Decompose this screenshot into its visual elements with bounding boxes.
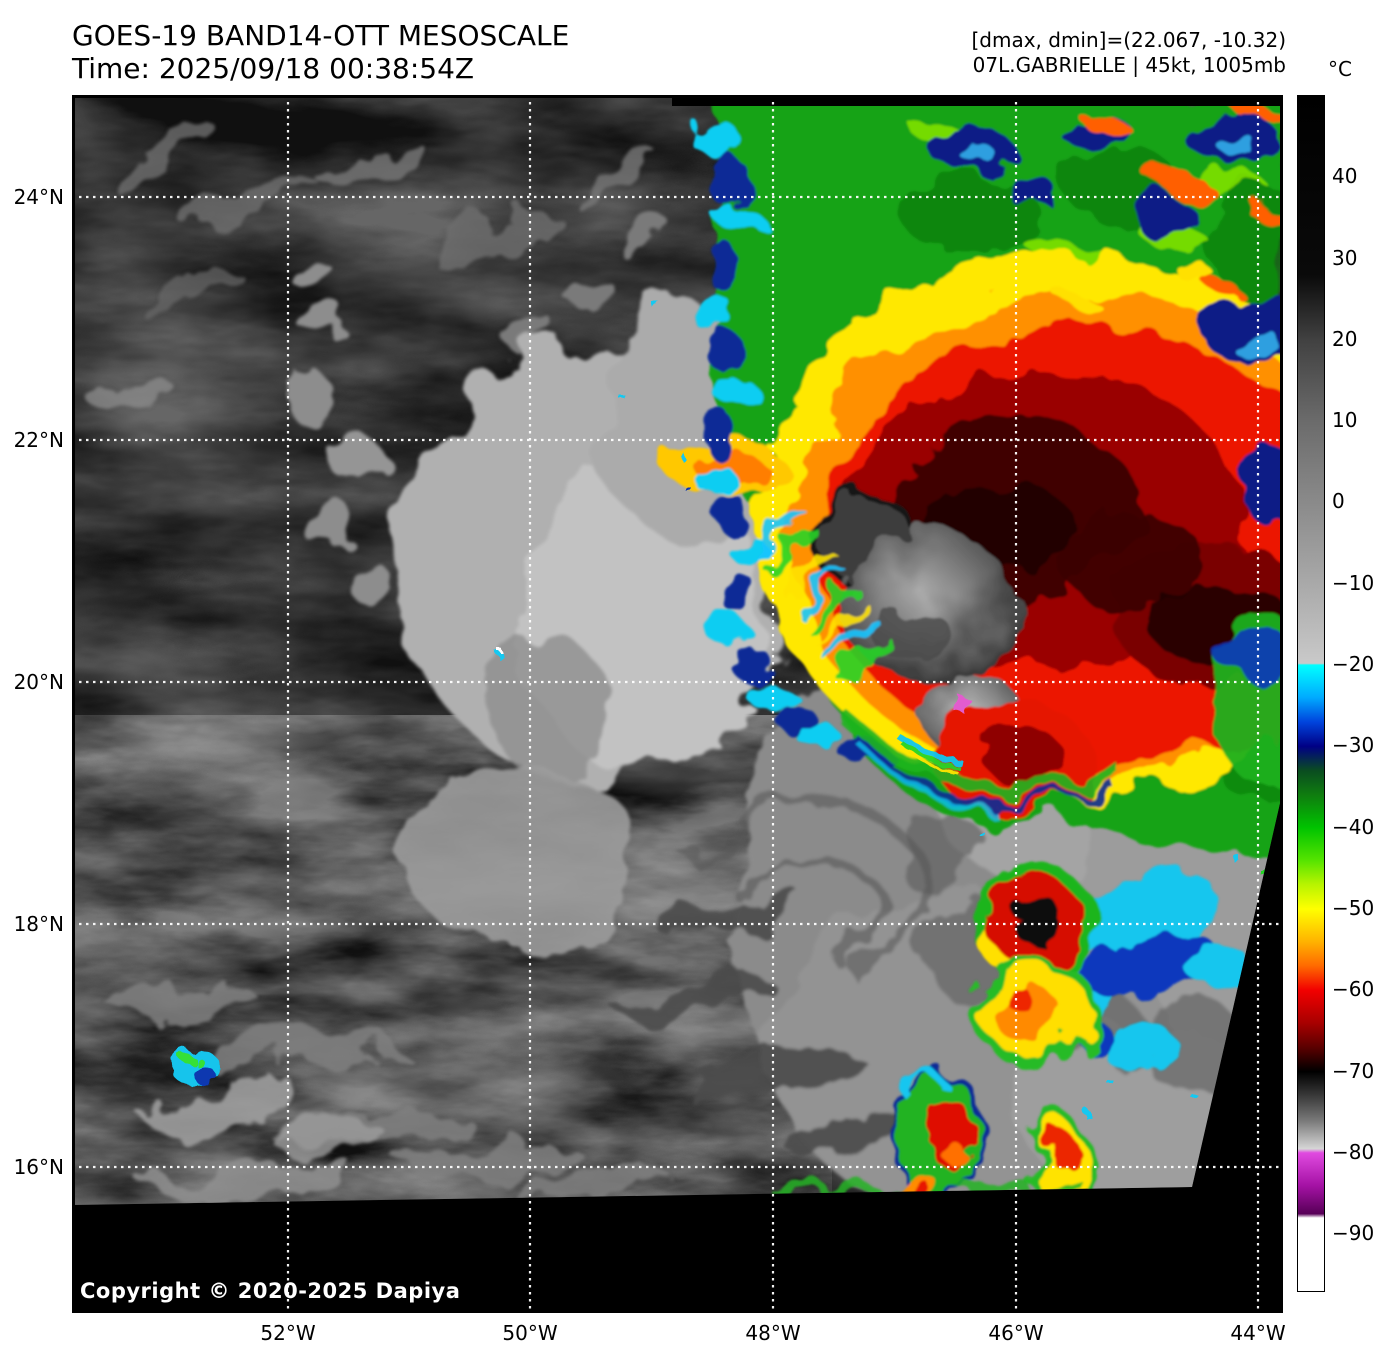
colorbar-tick: −10 [1332, 571, 1390, 595]
ir-imagery [72, 95, 1283, 1313]
colorbar-gradient [1298, 96, 1324, 1291]
colorbar-tick: −50 [1332, 896, 1390, 920]
colorbar-tick: −60 [1332, 977, 1390, 1001]
colorbar-tick: 30 [1332, 246, 1390, 270]
lon-label-46w: 46°W [974, 1320, 1058, 1346]
lat-label-16n: 16°N [2, 1154, 64, 1180]
colorbar-tick: −30 [1332, 733, 1390, 757]
lat-label-24n: 24°N [2, 184, 64, 210]
storm-annotation: 07L.GABRIELLE | 45kt, 1005mb [971, 53, 1286, 78]
colorbar-tick: 20 [1332, 327, 1390, 351]
copyright-text: Copyright © 2020-2025 Dapiya [80, 1279, 460, 1303]
se-yellow-blob [974, 962, 1094, 1058]
satellite-map: Copyright © 2020-2025 Dapiya [72, 95, 1283, 1313]
colorbar-tick: −90 [1332, 1221, 1390, 1245]
colorbar [1297, 95, 1325, 1292]
colorbar-tick: −40 [1332, 815, 1390, 839]
satellite-scene [72, 95, 1283, 1313]
lon-label-48w: 48°W [731, 1320, 815, 1346]
dmax-dmin-annotation: [dmax, dmin]=(22.067, -10.32) [971, 28, 1286, 53]
lon-label-52w: 52°W [246, 1320, 330, 1346]
colorbar-tick: −70 [1332, 1059, 1390, 1083]
lat-label-18n: 18°N [2, 911, 64, 937]
page-title: GOES-19 BAND14-OTT MESOSCALE [72, 20, 569, 52]
lon-label-44w: 44°W [1216, 1320, 1300, 1346]
annotations: [dmax, dmin]=(22.067, -10.32) 07L.GABRIE… [971, 28, 1286, 78]
lat-label-22n: 22°N [2, 427, 64, 453]
colorbar-tick: 10 [1332, 408, 1390, 432]
lat-label-20n: 20°N [2, 669, 64, 695]
colorbar-tick: 40 [1332, 164, 1390, 188]
colorbar-tick: 0 [1332, 489, 1390, 513]
colorbar-tick: −20 [1332, 652, 1390, 676]
lon-label-50w: 50°W [488, 1320, 572, 1346]
colorbar-tick: −80 [1332, 1140, 1390, 1164]
timestamp: Time: 2025/09/18 00:38:54Z [72, 53, 474, 85]
colorbar-unit-label: °C [1328, 57, 1352, 81]
